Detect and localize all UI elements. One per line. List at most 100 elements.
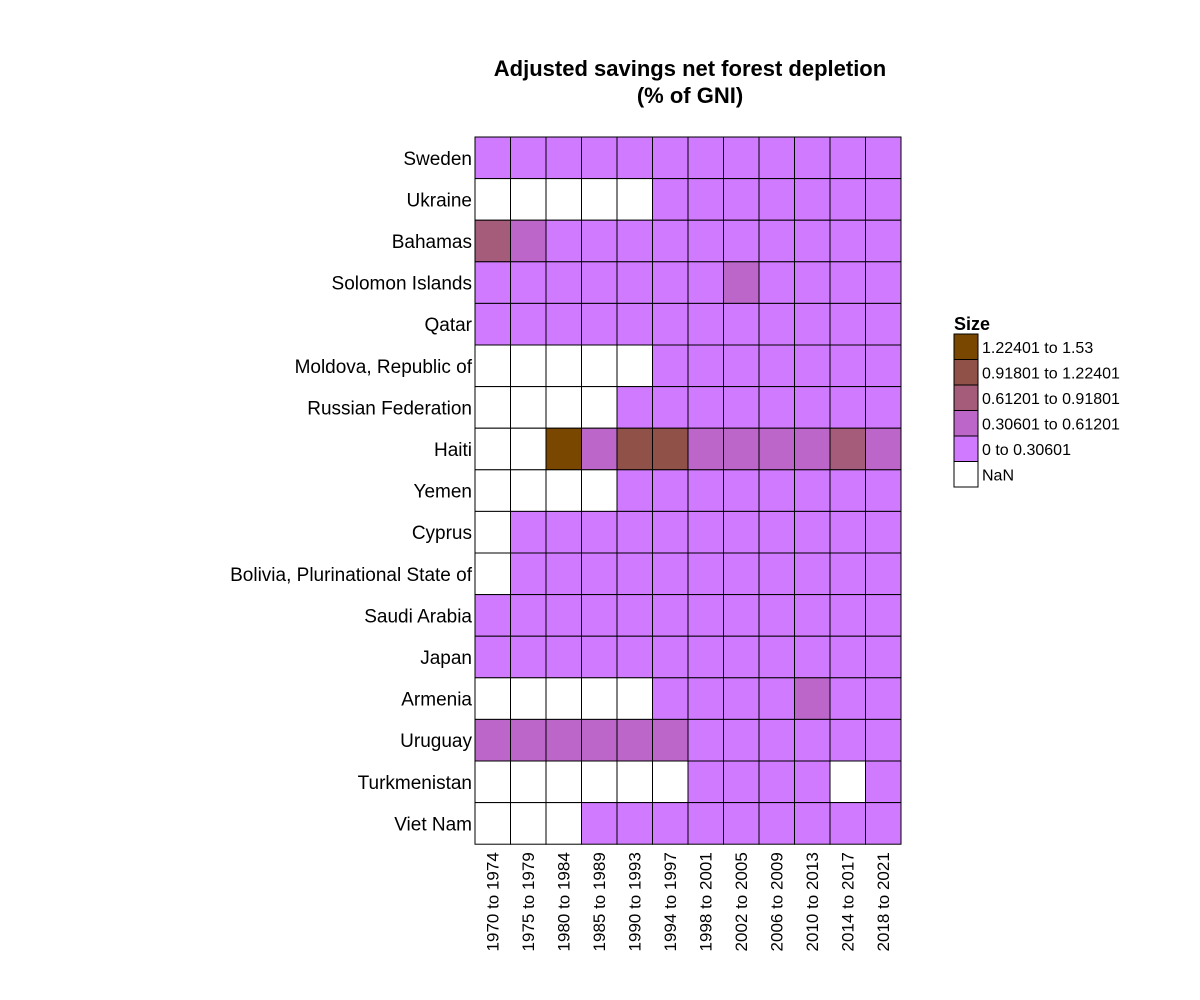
heatmap-cell-moldova-republic-of-1990-to-1993 (616, 344, 653, 388)
heatmap-cell-sweden-1998-to-2001 (687, 136, 724, 180)
heatmap-cell-bolivia-plurinational-state-of-2002-to-2005 (723, 552, 760, 596)
legend-swatch-0 (953, 333, 979, 360)
heatmap-cell-viet-nam-1990-to-1993 (616, 802, 653, 845)
heatmap-cell-haiti-2002-to-2005 (723, 427, 760, 471)
heatmap-cell-yemen-2014-to-2017 (829, 469, 866, 512)
row-label-haiti: Haiti (434, 440, 472, 461)
heatmap-cell-sweden-1990-to-1993 (616, 136, 653, 180)
column-label-2018-to-2021: 2018 to 2021 (874, 852, 893, 951)
heatmap-cell-japan-1998-to-2001 (687, 635, 724, 679)
heatmap-cell-moldova-republic-of-2010-to-2013 (794, 344, 831, 388)
heatmap-cell-sweden-1970-to-1974 (474, 136, 511, 180)
heatmap-cell-turkmenistan-1998-to-2001 (687, 760, 724, 804)
heatmap-cell-haiti-1994-to-1997 (652, 427, 689, 471)
heatmap-cell-qatar-1990-to-1993 (616, 302, 653, 346)
heatmap-cell-yemen-1975-to-1979 (510, 469, 547, 512)
row-label-russian-federation: Russian Federation (307, 398, 472, 419)
heatmap-cell-yemen-1994-to-1997 (652, 469, 689, 512)
legend-swatch-5 (953, 461, 979, 488)
heatmap-cell-moldova-republic-of-2006-to-2009 (758, 344, 795, 388)
row-label-moldova-republic-of: Moldova, Republic of (295, 357, 473, 378)
legend-label-3: 0.30601 to 0.61201 (982, 416, 1120, 433)
heatmap-cell-haiti-2006-to-2009 (758, 427, 795, 471)
row-labels: Sweden Ukraine Bahamas Solomon Islands Qatar… (230, 149, 473, 836)
heatmap-cell-uruguay-1998-to-2001 (687, 718, 724, 762)
heatmap-cell-japan-1994-to-1997 (652, 635, 689, 679)
legend-swatch-4 (953, 435, 979, 462)
column-labels: 1970 to 1974 1975 to 1979 1980 to 1984 1985… (484, 852, 894, 951)
legend-swatch-3 (953, 410, 979, 437)
heatmap-cell-saudi-arabia-1980-to-1984 (545, 594, 582, 637)
heatmap-cell-bolivia-plurinational-state-of-1985-to-1989 (581, 552, 618, 596)
heatmap-cell-armenia-1998-to-2001 (687, 677, 724, 720)
heatmap-cell-solomon-islands-2014-to-2017 (829, 261, 866, 304)
heatmap-cell-uruguay-2006-to-2009 (758, 718, 795, 762)
heatmap-cell-viet-nam-1985-to-1989 (581, 802, 618, 845)
heatmap-cell-qatar-1975-to-1979 (510, 302, 547, 346)
heatmap-cell-russian-federation-1985-to-1989 (581, 386, 618, 429)
heatmap-cell-yemen-1970-to-1974 (474, 469, 511, 512)
heatmap-cell-uruguay-2002-to-2005 (723, 718, 760, 762)
chart-title-line-1: Adjusted savings net forest depletion (494, 56, 886, 81)
heatmap-cell-qatar-1970-to-1974 (474, 302, 511, 346)
heatmap-cell-sweden-2002-to-2005 (723, 136, 760, 180)
heatmap-cell-solomon-islands-2006-to-2009 (758, 261, 795, 304)
heatmap-cell-russian-federation-2010-to-2013 (794, 386, 831, 429)
heatmap-cell-uruguay-1990-to-1993 (616, 718, 653, 762)
heatmap-cell-moldova-republic-of-1985-to-1989 (581, 344, 618, 388)
heatmap-cell-bolivia-plurinational-state-of-1980-to-1984 (545, 552, 582, 596)
heatmap-cell-turkmenistan-2014-to-2017 (829, 760, 866, 804)
heatmap-cell-yemen-2010-to-2013 (794, 469, 831, 512)
heatmap-cell-qatar-1994-to-1997 (652, 302, 689, 346)
heatmap-cell-japan-2006-to-2009 (758, 635, 795, 679)
row-label-saudi-arabia: Saudi Arabia (364, 606, 472, 627)
heatmap-cell-yemen-1998-to-2001 (687, 469, 724, 512)
heatmap-cell-armenia-2006-to-2009 (758, 677, 795, 720)
heatmap-cell-turkmenistan-1994-to-1997 (652, 760, 689, 804)
heatmap-cell-russian-federation-1970-to-1974 (474, 386, 511, 429)
row-label-bahamas: Bahamas (392, 232, 472, 253)
heatmap-cell-solomon-islands-1994-to-1997 (652, 261, 689, 304)
heatmap-cell-solomon-islands-2018-to-2021 (865, 261, 902, 304)
legend-title: Size (954, 314, 990, 334)
heatmap-cell-saudi-arabia-2006-to-2009 (758, 594, 795, 637)
column-label-1990-to-1993: 1990 to 1993 (626, 852, 645, 951)
heatmap-cell-japan-1970-to-1974 (474, 635, 511, 679)
heatmap-cell-uruguay-1994-to-1997 (652, 718, 689, 762)
row-label-japan: Japan (420, 648, 472, 669)
heatmap-cell-bahamas-1970-to-1974 (474, 219, 511, 263)
heatmap-cell-armenia-1975-to-1979 (510, 677, 547, 720)
heatmap-cell-ukraine-1970-to-1974 (474, 178, 511, 221)
heatmap-cell-sweden-2006-to-2009 (758, 136, 795, 180)
heatmap-cell-qatar-2018-to-2021 (865, 302, 902, 346)
heatmap-cell-qatar-2002-to-2005 (723, 302, 760, 346)
heatmap-cell-turkmenistan-1980-to-1984 (545, 760, 582, 804)
heatmap-cell-turkmenistan-1990-to-1993 (616, 760, 653, 804)
heatmap-cell-ukraine-1985-to-1989 (581, 178, 618, 221)
heatmap-cell-uruguay-1970-to-1974 (474, 718, 511, 762)
heatmap-cell-cyprus-1985-to-1989 (581, 510, 618, 554)
heatmap-cell-bahamas-2006-to-2009 (758, 219, 795, 263)
row-label-uruguay: Uruguay (400, 731, 472, 752)
heatmap-cell-viet-nam-1980-to-1984 (545, 802, 582, 845)
heatmap-cell-bahamas-1985-to-1989 (581, 219, 618, 263)
heatmap-cell-turkmenistan-2010-to-2013 (794, 760, 831, 804)
heatmap-cell-ukraine-2018-to-2021 (865, 178, 902, 221)
heatmap-cell-haiti-1985-to-1989 (581, 427, 618, 471)
heatmap-cell-qatar-1980-to-1984 (545, 302, 582, 346)
heatmap-cell-russian-federation-1975-to-1979 (510, 386, 547, 429)
heatmap-cell-yemen-1990-to-1993 (616, 469, 653, 512)
heatmap-cell-ukraine-1975-to-1979 (510, 178, 547, 221)
heatmap-cell-viet-nam-1975-to-1979 (510, 802, 547, 845)
heatmap-cell-russian-federation-2002-to-2005 (723, 386, 760, 429)
heatmap-cell-uruguay-1985-to-1989 (581, 718, 618, 762)
heatmap-cell-cyprus-2002-to-2005 (723, 510, 760, 554)
heatmap-cell-ukraine-2014-to-2017 (829, 178, 866, 221)
heatmap-cell-ukraine-1998-to-2001 (687, 178, 724, 221)
heatmap-cell-japan-2014-to-2017 (829, 635, 866, 679)
heatmap-cell-sweden-2014-to-2017 (829, 136, 866, 180)
heatmap-cell-bahamas-2002-to-2005 (723, 219, 760, 263)
heatmap-cell-bahamas-2014-to-2017 (829, 219, 866, 263)
heatmap-cell-uruguay-2018-to-2021 (865, 718, 902, 762)
heatmap-cell-bahamas-1980-to-1984 (545, 219, 582, 263)
